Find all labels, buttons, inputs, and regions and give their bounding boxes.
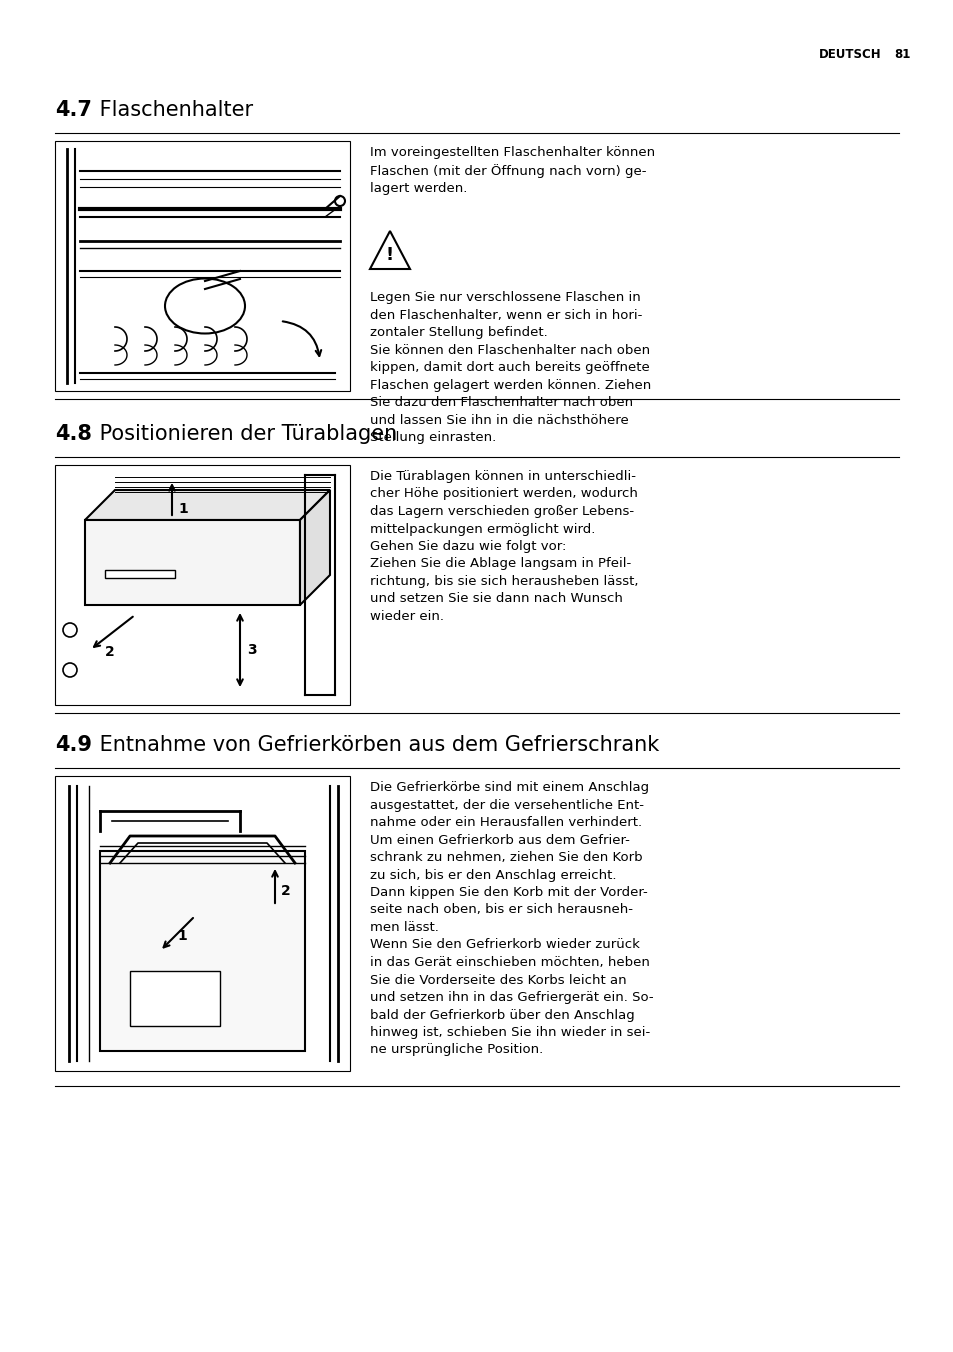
Bar [130, 971, 220, 1026]
Text: 4.7: 4.7 [55, 100, 91, 120]
Circle shape [63, 623, 77, 637]
Text: 1: 1 [177, 929, 187, 942]
Text: 1: 1 [178, 502, 188, 516]
Polygon shape [85, 521, 299, 604]
Circle shape [63, 662, 77, 677]
Bar [55, 776, 350, 1071]
Text: 2: 2 [105, 645, 114, 658]
Text: 4.9: 4.9 [55, 735, 91, 754]
Bar [55, 465, 350, 704]
Text: 4.8: 4.8 [55, 425, 91, 443]
Text: !: ! [386, 246, 394, 264]
Text: Flaschenhalter: Flaschenhalter [92, 100, 253, 120]
Bar [55, 141, 350, 391]
Text: Im voreingestellten Flaschenhalter können
Flaschen (mit der Öffnung nach vorn) g: Im voreingestellten Flaschenhalter könne… [370, 146, 655, 196]
Text: DEUTSCH: DEUTSCH [818, 49, 881, 61]
Circle shape [335, 196, 345, 206]
Text: 2: 2 [281, 884, 291, 898]
Text: Entnahme von Gefrierkörben aus dem Gefrierschrank: Entnahme von Gefrierkörben aus dem Gefri… [92, 735, 659, 754]
Text: 81: 81 [893, 49, 909, 61]
Text: Die Türablagen können in unterschiedli-
cher Höhe positioniert werden, wodurch
d: Die Türablagen können in unterschiedli- … [370, 470, 638, 623]
Text: Positionieren der Türablagen: Positionieren der Türablagen [92, 425, 396, 443]
Text: Legen Sie nur verschlossene Flaschen in
den Flaschenhalter, wenn er sich in hori: Legen Sie nur verschlossene Flaschen in … [370, 291, 651, 443]
Bar [105, 571, 174, 579]
Polygon shape [85, 489, 330, 521]
Polygon shape [370, 231, 410, 269]
Text: Die Gefrierkörbe sind mit einem Anschlag
ausgestattet, der die versehentliche En: Die Gefrierkörbe sind mit einem Anschlag… [370, 781, 653, 1056]
Text: 3: 3 [247, 644, 256, 657]
Bar [100, 850, 305, 1051]
Polygon shape [299, 489, 330, 604]
